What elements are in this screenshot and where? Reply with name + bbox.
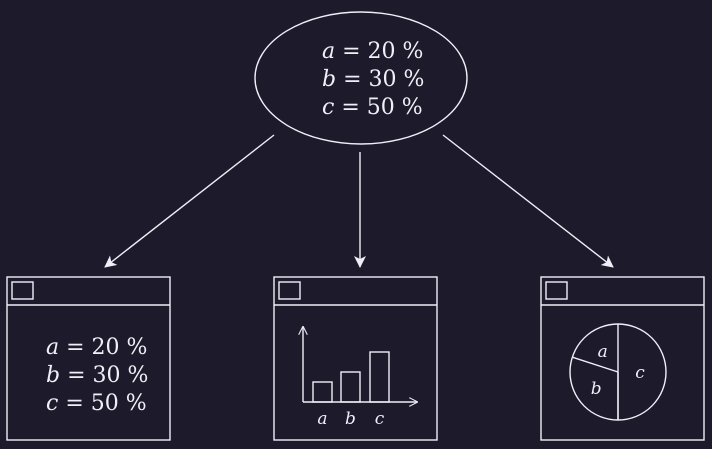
model-node: a = 20 % b = 30 % c = 50 % xyxy=(254,11,468,145)
window-control-icon[interactable] xyxy=(545,281,568,300)
text-view-window: a = 20 % b = 30 % c = 50 % xyxy=(6,276,171,441)
window-control-icon[interactable] xyxy=(278,281,301,300)
pie-divider-b xyxy=(572,356,619,373)
window-frame xyxy=(6,276,171,441)
text-view-values: a = 20 % b = 30 % c = 50 % xyxy=(46,335,148,416)
window-control-icon[interactable] xyxy=(11,281,34,300)
arrows xyxy=(104,134,614,268)
model-line-c: c = 50 % xyxy=(322,95,423,120)
text-view-line-c: c = 50 % xyxy=(46,391,147,416)
bar-b xyxy=(340,371,361,403)
arrow-to-pie-view xyxy=(442,134,614,268)
bar-label-a: a xyxy=(317,409,327,429)
model-ellipse xyxy=(254,11,468,145)
bar-label-c: c xyxy=(375,409,385,429)
window-frame xyxy=(540,276,705,441)
pie-view-window: ab c xyxy=(540,276,705,441)
bar-a xyxy=(312,381,333,403)
pie-label-c: c xyxy=(635,363,645,383)
text-view-line-b: b = 30 % xyxy=(46,363,148,388)
arrow-to-text-view xyxy=(104,134,275,268)
pie-label-b: b xyxy=(591,379,602,399)
model-line-b: b = 30 % xyxy=(322,67,424,92)
model-line-a: a = 20 % xyxy=(322,39,423,64)
window-frame xyxy=(273,276,438,441)
bar-c xyxy=(369,351,390,403)
pie-slices: ab c xyxy=(572,324,645,420)
bar-label-b: b xyxy=(345,409,356,429)
text-view-line-a: a = 20 % xyxy=(46,335,147,360)
pie-label-a: a xyxy=(598,342,608,362)
model-values: a = 20 % b = 30 % c = 50 % xyxy=(322,39,424,120)
